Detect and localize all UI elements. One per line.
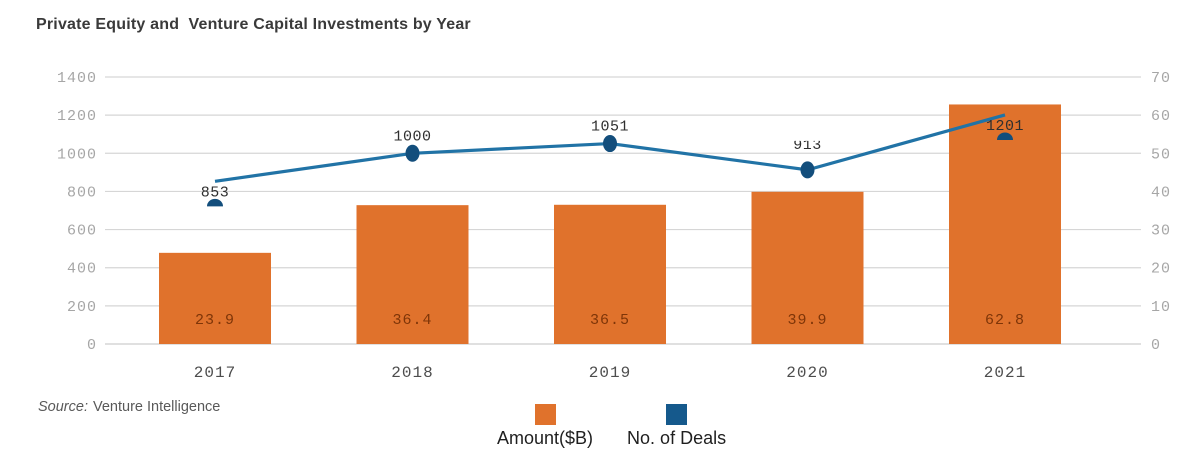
deals-value-label: 1051 (591, 119, 629, 136)
source-note: Source: Venture Intelligence (38, 399, 220, 415)
x-axis-label-2021: 2021 (984, 364, 1026, 382)
deals-marker-icon (800, 161, 815, 179)
bar-value-label: 62.8 (985, 312, 1025, 329)
bar-2020 (751, 191, 864, 344)
left-axis-tick-label: 0 (87, 337, 97, 354)
right-axis-tick-label: 70 (1151, 70, 1171, 87)
left-axis-tick-label: 1400 (57, 70, 97, 87)
deals-marker-dome-icon (207, 198, 223, 207)
x-axis-label-2020: 2020 (786, 364, 828, 382)
x-axis-label-2019: 2019 (589, 364, 631, 382)
deals-value-label: 853 (201, 184, 230, 201)
bar-value-label: 23.9 (195, 312, 235, 329)
right-axis-tick-label: 50 (1151, 146, 1171, 163)
right-axis-tick-label: 20 (1151, 261, 1171, 278)
legend-label-amount: Amount($B) (497, 428, 594, 448)
bar-value-label: 39.9 (787, 312, 827, 329)
right-axis-tick-label: 0 (1151, 337, 1161, 354)
left-axis-tick-label: 200 (67, 299, 97, 316)
bar-value-label: 36.5 (590, 312, 630, 329)
left-axis-tick-label: 800 (67, 184, 97, 201)
bar-2018 (356, 205, 469, 344)
legend: Amount($B) No. of Deals (497, 404, 726, 449)
right-axis-tick-label: 10 (1151, 299, 1171, 316)
source-label: Source: (38, 399, 88, 415)
bar-2021 (949, 104, 1061, 344)
right-axis-tick-label: 30 (1151, 223, 1171, 240)
left-axis-tick-label: 1000 (57, 146, 97, 163)
deals-marker-dome-icon (997, 132, 1013, 140)
deals-marker-icon (405, 144, 420, 162)
deals-marker-icon (603, 135, 617, 153)
left-axis-tick-label: 1200 (57, 108, 97, 125)
legend-label-deals: No. of Deals (627, 428, 727, 448)
left-axis-tick-label: 600 (67, 223, 97, 240)
deals-value-label: 913 (793, 137, 822, 154)
chart-title: Private Equity and Venture Capital Inves… (36, 16, 471, 33)
right-axis-tick-label: 60 (1151, 108, 1171, 125)
deals-value-label: 1000 (393, 128, 431, 145)
bar-value-label: 36.4 (392, 312, 432, 329)
left-axis-tick-label: 400 (67, 261, 97, 278)
legend-swatch-amount-icon (534, 404, 556, 425)
x-axis-label-2018: 2018 (391, 364, 433, 382)
deals-value-label: 1201 (986, 118, 1024, 135)
legend-item-amount: Amount($B) (497, 404, 593, 449)
legend-swatch-deals-icon (666, 404, 688, 425)
right-axis-tick-label: 40 (1151, 184, 1171, 201)
bar-2019 (554, 204, 666, 344)
x-axis-label-2017: 2017 (194, 364, 236, 382)
bar-2017 (159, 252, 271, 344)
source-value: Venture Intelligence (92, 399, 221, 415)
legend-item-deals: No. of Deals (627, 404, 726, 449)
